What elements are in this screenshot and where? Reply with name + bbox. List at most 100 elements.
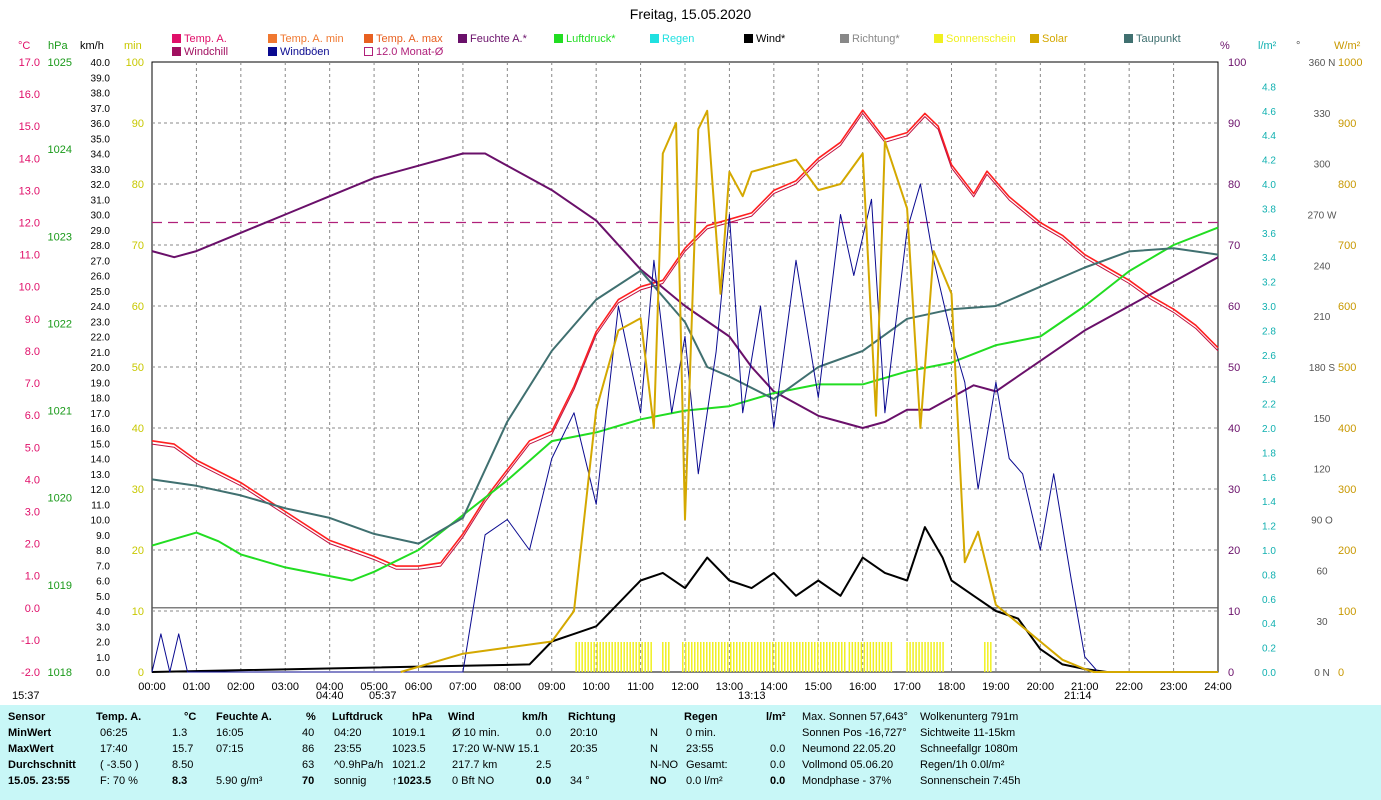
solar-tick: 300 bbox=[1338, 484, 1356, 496]
direction-tick: 120 bbox=[1314, 465, 1331, 476]
x-tick-label: 19:00 bbox=[982, 681, 1010, 693]
dir-val: NO bbox=[650, 775, 667, 787]
temp-tick: 4.0 bbox=[25, 474, 40, 486]
temp-time: F: 70 % bbox=[100, 775, 138, 787]
wind-tick: 34.0 bbox=[91, 150, 111, 161]
hum-time: 16:05 bbox=[216, 727, 244, 739]
wind-label: 217.7 km bbox=[452, 759, 498, 771]
temp-tick: -2.0 bbox=[21, 667, 40, 679]
legend-item: Taupunkt bbox=[1124, 33, 1181, 45]
row-label: MaxWert bbox=[8, 743, 54, 755]
solar-tick: 200 bbox=[1338, 545, 1356, 557]
x-tick-label: 03:00 bbox=[271, 681, 299, 693]
legend-swatch bbox=[840, 34, 849, 43]
legend-swatch bbox=[650, 34, 659, 43]
rain-tick: 4.4 bbox=[1262, 131, 1276, 142]
rain-tick: 0.6 bbox=[1262, 595, 1276, 606]
x-tick-label: 05:00 bbox=[360, 681, 388, 693]
legend-label: Solar bbox=[1042, 33, 1068, 45]
rain-tick: 0.0 bbox=[1262, 668, 1276, 679]
pressure-tick: 1024 bbox=[48, 144, 72, 156]
rain-tick: 4.2 bbox=[1262, 156, 1276, 167]
humidity-tick: 30 bbox=[1228, 484, 1240, 496]
wind-tick: 30.0 bbox=[91, 211, 111, 222]
wind-tick: 7.0 bbox=[96, 561, 110, 572]
rain-time: 23:55 bbox=[686, 743, 714, 755]
x-tick-label: 10:00 bbox=[582, 681, 610, 693]
legend-item: Wind* bbox=[744, 33, 785, 45]
wind-label: 17:20 W-NW 15.1 bbox=[452, 743, 540, 755]
legend-swatch bbox=[744, 34, 753, 43]
rain-tick: 2.6 bbox=[1262, 351, 1276, 362]
wind-tick: 27.0 bbox=[91, 256, 111, 267]
marker-sunrise2: 05:37 bbox=[369, 690, 397, 702]
hdr-rain-unit: l/m² bbox=[766, 711, 786, 723]
direction-tick: 240 bbox=[1314, 261, 1331, 272]
rain-time: Gesamt: bbox=[686, 759, 728, 771]
rain-tick: 1.2 bbox=[1262, 522, 1276, 533]
wind-tick: 40.0 bbox=[91, 58, 111, 69]
wind-tick: 25.0 bbox=[91, 287, 111, 298]
legend-label: Temp. A. min bbox=[280, 33, 344, 45]
press-time: sonnig bbox=[334, 775, 367, 787]
wind-tick: 31.0 bbox=[91, 195, 111, 206]
humidity-tick: 100 bbox=[1228, 57, 1246, 69]
wind-val: 2.5 bbox=[536, 759, 552, 771]
dir-val: N bbox=[650, 727, 658, 739]
row-label: 15.05. 23:55 bbox=[8, 775, 70, 787]
wind-tick: 24.0 bbox=[91, 302, 111, 313]
rain-tick: 4.0 bbox=[1262, 180, 1276, 191]
legend-label: Taupunkt bbox=[1136, 33, 1181, 45]
temp-val: 8.50 bbox=[172, 759, 194, 771]
humidity-tick: 0 bbox=[1228, 667, 1234, 679]
legend-label: Luftdruck* bbox=[566, 33, 616, 45]
astro-right: Regen/1h 0.0l/m² bbox=[920, 759, 1005, 771]
minutes-tick: 100 bbox=[126, 57, 144, 69]
direction-tick: 270 W bbox=[1308, 211, 1337, 222]
x-tick-label: 04:00 bbox=[316, 681, 344, 693]
legend-label: Temp. A. bbox=[184, 33, 227, 45]
pressure-tick: 1021 bbox=[48, 406, 72, 418]
rain-tick: 4.6 bbox=[1262, 107, 1276, 118]
solar-tick: 700 bbox=[1338, 240, 1356, 252]
astro-left: Neumond 22.05.20 bbox=[802, 743, 896, 755]
wind-tick: 20.0 bbox=[91, 363, 111, 374]
hdr-press: Luftdruck bbox=[332, 711, 383, 723]
rain-tick: 0.2 bbox=[1262, 644, 1276, 655]
direction-tick: 150 bbox=[1314, 414, 1331, 425]
direction-tick: 60 bbox=[1316, 566, 1328, 577]
direction-tick: 210 bbox=[1314, 312, 1331, 323]
astro-left: Max. Sonnen 57,643° bbox=[802, 711, 908, 723]
rain-tick: 3.8 bbox=[1262, 204, 1276, 215]
wind-tick: 0.0 bbox=[96, 668, 110, 679]
hdr-dir: Richtung bbox=[568, 711, 616, 723]
rain-tick: 4.8 bbox=[1262, 82, 1276, 93]
wind-tick: 21.0 bbox=[91, 348, 111, 359]
series-windchill bbox=[151, 112, 1219, 570]
legend-swatch bbox=[554, 34, 563, 43]
press-time: 04:20 bbox=[334, 727, 362, 739]
temp-val: 1.3 bbox=[172, 727, 188, 739]
x-tick-label: 21:00 bbox=[1071, 681, 1099, 693]
x-tick-label: 12:00 bbox=[671, 681, 699, 693]
series-feuchte-a bbox=[151, 152, 1219, 429]
temp-tick: 6.0 bbox=[25, 410, 40, 422]
legend-item: Regen bbox=[650, 33, 694, 45]
x-tick-label: 23:00 bbox=[1160, 681, 1188, 693]
row-label: MinWert bbox=[8, 727, 52, 739]
hdr-temp: Temp. A. bbox=[96, 711, 142, 723]
legend-label: Feuchte A.* bbox=[470, 33, 527, 45]
legend-item: Temp. A. bbox=[172, 33, 227, 45]
temp-tick: 1.0 bbox=[25, 571, 40, 583]
legend-item: 12.0 Monat-Ø bbox=[364, 46, 443, 58]
legend-swatch bbox=[1030, 34, 1039, 43]
wind-tick: 10.0 bbox=[91, 516, 111, 527]
minutes-tick: 30 bbox=[132, 484, 144, 496]
x-tick-label: 06:00 bbox=[405, 681, 433, 693]
hum-val: 70 bbox=[302, 775, 315, 787]
x-tick-label: 07:00 bbox=[449, 681, 477, 693]
humidity-tick: 80 bbox=[1228, 179, 1240, 191]
legend-swatch bbox=[268, 47, 277, 56]
hdr-wind: Wind bbox=[448, 711, 475, 723]
wind-tick: 9.0 bbox=[96, 531, 110, 542]
